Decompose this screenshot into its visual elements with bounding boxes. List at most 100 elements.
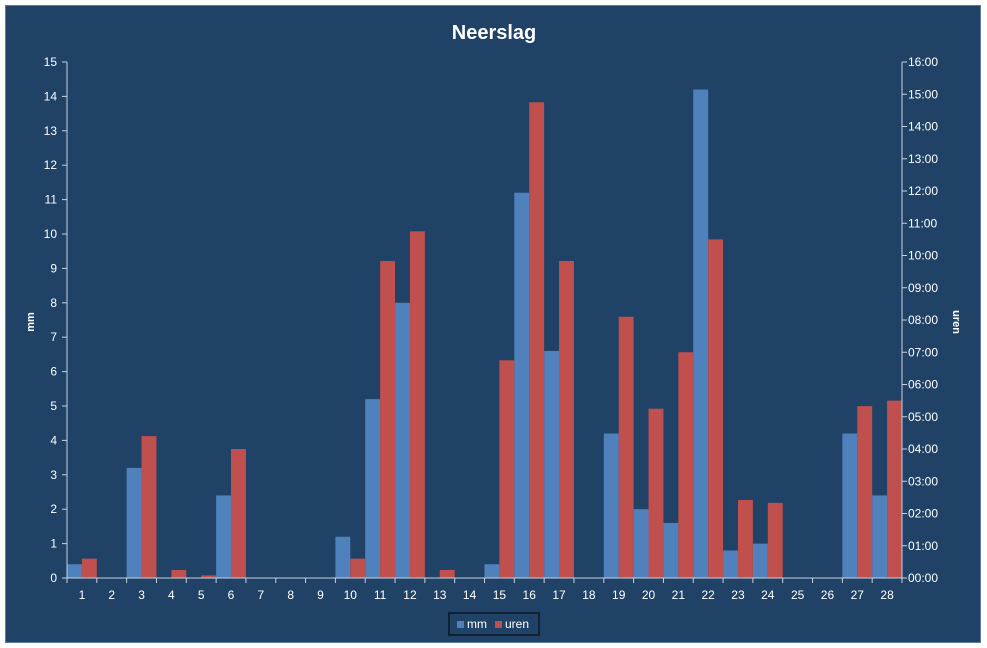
y-tick-label: 4	[50, 433, 57, 447]
bar-uren-5	[201, 575, 217, 578]
x-tick-label: 10	[344, 588, 358, 602]
y-tick-label: 6	[50, 365, 57, 379]
x-tick-label: 8	[287, 588, 294, 602]
bar-mm-24	[752, 543, 768, 578]
y-tick-label: 2	[50, 502, 57, 516]
bar-mm-23	[723, 550, 738, 578]
y-tick-label: 1	[50, 537, 57, 551]
y2-tick-label: 06:00	[908, 378, 938, 392]
y2-tick-label: 15:00	[908, 87, 938, 101]
x-tick-label: 23	[731, 588, 745, 602]
x-tick-label: 15	[493, 588, 507, 602]
x-tick-label: 20	[642, 588, 656, 602]
legend-swatch-uren	[495, 621, 502, 628]
bar-mm-6	[216, 495, 232, 578]
legend-swatch-mm	[457, 621, 464, 628]
bar-mm-28	[872, 495, 888, 578]
y-tick-label: 10	[44, 227, 58, 241]
x-tick-label: 13	[433, 588, 447, 602]
bar-mm-15	[484, 564, 500, 578]
bar-uren-3	[141, 436, 157, 578]
y2-tick-label: 09:00	[908, 281, 938, 295]
x-tick-label: 19	[612, 588, 626, 602]
y2-tick-label: 04:00	[908, 442, 938, 456]
bar-mm-1	[67, 564, 82, 578]
x-tick-label: 12	[403, 588, 417, 602]
chart-title: Neerslag	[452, 22, 537, 44]
bar-mm-11	[365, 399, 381, 578]
bar-uren-17	[559, 260, 574, 578]
y-tick-label: 15	[44, 55, 58, 69]
x-tick-label: 28	[880, 588, 894, 602]
chart-frame: Neerslag 0 1 2 3 4 5 6 7 8 9 10 11 12 13 14 15 00:00 01:…	[5, 5, 981, 643]
y2-tick-label: 07:00	[908, 345, 938, 359]
legend: mm uren	[448, 612, 540, 636]
bar-mm-16	[514, 192, 530, 578]
y2-tick-label: 10:00	[908, 249, 938, 263]
bar-uren-12	[409, 231, 425, 578]
bar-uren-28	[887, 400, 902, 579]
y2-tick-label: 05:00	[908, 410, 938, 424]
x-tick-label: 6	[228, 588, 235, 602]
y-tick-label: 3	[50, 468, 57, 482]
x-tick-labels: 1 2 3 4 5 6 7 8 9 10 11 12 13 14 15 16 17 18 19 20 21 22 23 24 2…	[79, 588, 895, 602]
y-tick-label: 12	[44, 158, 58, 172]
bar-uren-4	[171, 569, 187, 578]
y-tick-label: 8	[50, 296, 57, 310]
legend-label-mm: mm	[467, 617, 487, 631]
bar-mm-12	[395, 302, 410, 578]
bar-mm-27	[842, 433, 858, 578]
bars-layer	[67, 89, 902, 579]
x-tick-label: 2	[108, 588, 115, 602]
bar-uren-19	[618, 316, 634, 578]
y2-tick-label: 00:00	[908, 571, 938, 585]
bar-uren-1	[81, 558, 97, 578]
x-tick-label: 21	[672, 588, 686, 602]
bar-uren-21	[678, 352, 694, 578]
y-tick-label: 9	[50, 261, 57, 275]
x-tick-label: 25	[791, 588, 805, 602]
y-tick-label: 0	[50, 571, 57, 585]
x-tick-label: 7	[257, 588, 264, 602]
bar-uren-11	[380, 260, 396, 578]
right-tick-labels: 00:00 01:00 02:00 03:00 04:00 05:00 06:00 07:00…	[908, 55, 938, 585]
y2-tick-label: 08:00	[908, 313, 938, 327]
bar-uren-22	[708, 239, 724, 579]
bar-mm-21	[663, 522, 679, 578]
x-tick-label: 17	[552, 588, 566, 602]
x-tick-label: 11	[374, 588, 387, 602]
y2-tick-label: 03:00	[908, 474, 938, 488]
x-tick-label: 22	[701, 588, 715, 602]
legend-box	[448, 612, 540, 636]
bar-uren-10	[350, 558, 366, 578]
y-tick-label: 13	[44, 124, 58, 138]
x-tick-label: 3	[138, 588, 145, 602]
bar-mm-10	[335, 536, 351, 578]
bar-uren-15	[499, 360, 515, 578]
legend-label-uren: uren	[505, 617, 529, 631]
y2-tick-label: 16:00	[908, 55, 938, 69]
y2-tick-label: 13:00	[908, 152, 938, 166]
y2-tick-label: 11:00	[908, 216, 937, 230]
bar-mm-17	[544, 350, 560, 578]
bar-uren-27	[857, 406, 873, 578]
axes-layer	[62, 61, 907, 583]
bar-uren-20	[648, 408, 664, 578]
x-tick-label: 24	[761, 588, 775, 602]
y-axis-title: mm	[25, 312, 37, 332]
bar-uren-6	[231, 449, 246, 578]
y-tick-label: 7	[50, 330, 57, 344]
y2-axis-title: uren	[950, 310, 962, 334]
x-tick-label: 16	[523, 588, 537, 602]
y-tick-label: 14	[44, 89, 58, 103]
bar-uren-16	[529, 102, 545, 578]
bar-uren-13	[439, 569, 455, 578]
x-tick-label: 27	[851, 588, 865, 602]
bar-mm-3	[126, 467, 142, 578]
y2-tick-label: 12:00	[908, 184, 938, 198]
y2-tick-label: 01:00	[908, 539, 938, 553]
y2-tick-label: 02:00	[908, 507, 938, 521]
x-tick-label: 1	[79, 588, 86, 602]
x-tick-label: 9	[317, 588, 324, 602]
